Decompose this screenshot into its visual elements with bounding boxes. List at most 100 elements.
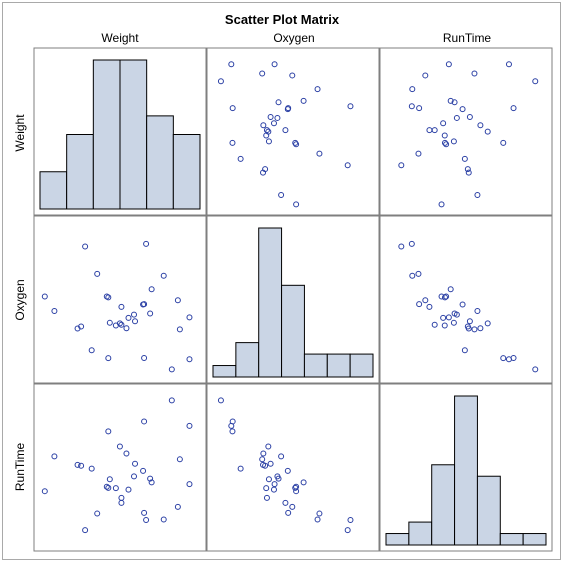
scatter-point — [141, 301, 148, 308]
scatter-point — [440, 314, 447, 321]
scatter-point — [160, 516, 167, 523]
scatter-point — [123, 325, 130, 332]
scatter-point — [78, 462, 85, 469]
scatter-point — [465, 169, 472, 176]
scatter-point — [131, 311, 137, 318]
scatter-point — [263, 485, 270, 492]
scatter-point — [259, 70, 266, 77]
scatter-point — [409, 86, 416, 93]
scatter-point — [271, 61, 278, 68]
scatter-point — [289, 503, 296, 510]
histogram-bar-oxygen-5 — [326, 353, 351, 378]
histogram-bar-runtime-0 — [385, 533, 410, 546]
scatter-point — [416, 105, 423, 112]
cell-frame — [206, 383, 380, 552]
histogram-bar-runtime-5 — [499, 533, 524, 546]
scatter-point — [316, 510, 323, 517]
scatter-point — [461, 347, 468, 354]
scatter-point — [422, 72, 429, 79]
scatter-point — [105, 428, 112, 435]
scatter-point — [82, 243, 89, 250]
scatter-point — [176, 326, 183, 333]
cell-weight-oxygen — [206, 47, 380, 216]
scatter-point — [275, 99, 282, 106]
scatter-point — [106, 476, 113, 483]
scatter-point — [228, 422, 235, 429]
scatter-point — [118, 303, 125, 310]
scatter-point — [160, 272, 167, 279]
scatter-point — [94, 270, 101, 277]
scatter-point — [88, 347, 95, 354]
scatter-point — [141, 509, 148, 516]
scatter-point — [510, 105, 517, 112]
cell-oxygen-runtime — [379, 215, 553, 384]
column-label-runtime: RunTime — [443, 31, 492, 45]
scatter-point — [125, 314, 132, 321]
scatter-point — [459, 301, 466, 308]
scatter-point — [484, 320, 491, 327]
cell-frame — [33, 215, 207, 384]
histogram-bar-oxygen-4 — [303, 353, 328, 378]
matrix-cells — [33, 47, 553, 552]
scatter-point — [450, 138, 457, 145]
scatter-point — [265, 443, 272, 450]
row-labels: Weight Oxygen RunTime — [13, 114, 27, 491]
scatter-point — [451, 310, 458, 317]
scatter-point — [415, 150, 422, 157]
scatter-point — [263, 494, 270, 501]
scatter-point — [438, 201, 445, 208]
scatter-point — [237, 465, 244, 472]
histogram-bar-weight-1 — [66, 134, 94, 210]
scatter-point — [228, 61, 235, 68]
scatter-point — [441, 139, 448, 146]
histogram-bar-oxygen-0 — [212, 365, 237, 378]
scatter-point — [229, 105, 236, 112]
scatter-point — [112, 485, 119, 492]
scatter-point — [471, 326, 478, 333]
scatter-point — [260, 122, 267, 129]
scatter-point — [131, 473, 137, 480]
column-label-weight: Weight — [101, 31, 139, 45]
scatter-point — [471, 70, 478, 77]
scatter-point — [500, 139, 507, 146]
scatter-point — [186, 356, 193, 363]
scatter-point — [440, 120, 447, 127]
scatter-point — [275, 475, 282, 482]
scatter-point — [532, 366, 539, 373]
scatter-point — [259, 456, 266, 463]
scatter-point — [464, 166, 471, 173]
scatter-point — [262, 166, 269, 173]
scatter-point — [447, 97, 454, 104]
scatter-point — [422, 297, 429, 304]
chart-title: Scatter Plot Matrix — [225, 12, 340, 27]
scatter-point — [532, 78, 539, 85]
scatter-point — [314, 516, 321, 523]
scatter-point — [347, 516, 354, 523]
scatter-point — [500, 355, 507, 362]
scatter-point — [51, 308, 58, 315]
scatter-point — [416, 301, 423, 308]
scatter-point — [270, 486, 277, 493]
scatter-point — [267, 113, 274, 120]
scatter-point — [229, 428, 236, 435]
scatter-point — [316, 150, 323, 157]
scatter-point — [147, 310, 154, 317]
scatter-point — [300, 479, 307, 486]
scatter-point — [143, 516, 150, 523]
scatter-point — [123, 450, 130, 457]
scatter-point — [300, 97, 307, 104]
scatter-point — [105, 355, 112, 362]
scatter-point — [344, 162, 351, 169]
row-label-runtime: RunTime — [13, 443, 27, 492]
row-label-oxygen: Oxygen — [13, 279, 27, 320]
scatter-point — [441, 322, 448, 329]
scatter-point — [293, 201, 300, 208]
histogram-bar-weight-2 — [92, 59, 121, 210]
histogram-bar-weight-4 — [146, 115, 174, 210]
histogram-bar-oxygen-2 — [258, 227, 283, 378]
scatter-point — [484, 128, 491, 135]
scatter-point — [217, 397, 224, 404]
scatter-point — [51, 453, 58, 460]
scatter-point — [285, 509, 292, 516]
